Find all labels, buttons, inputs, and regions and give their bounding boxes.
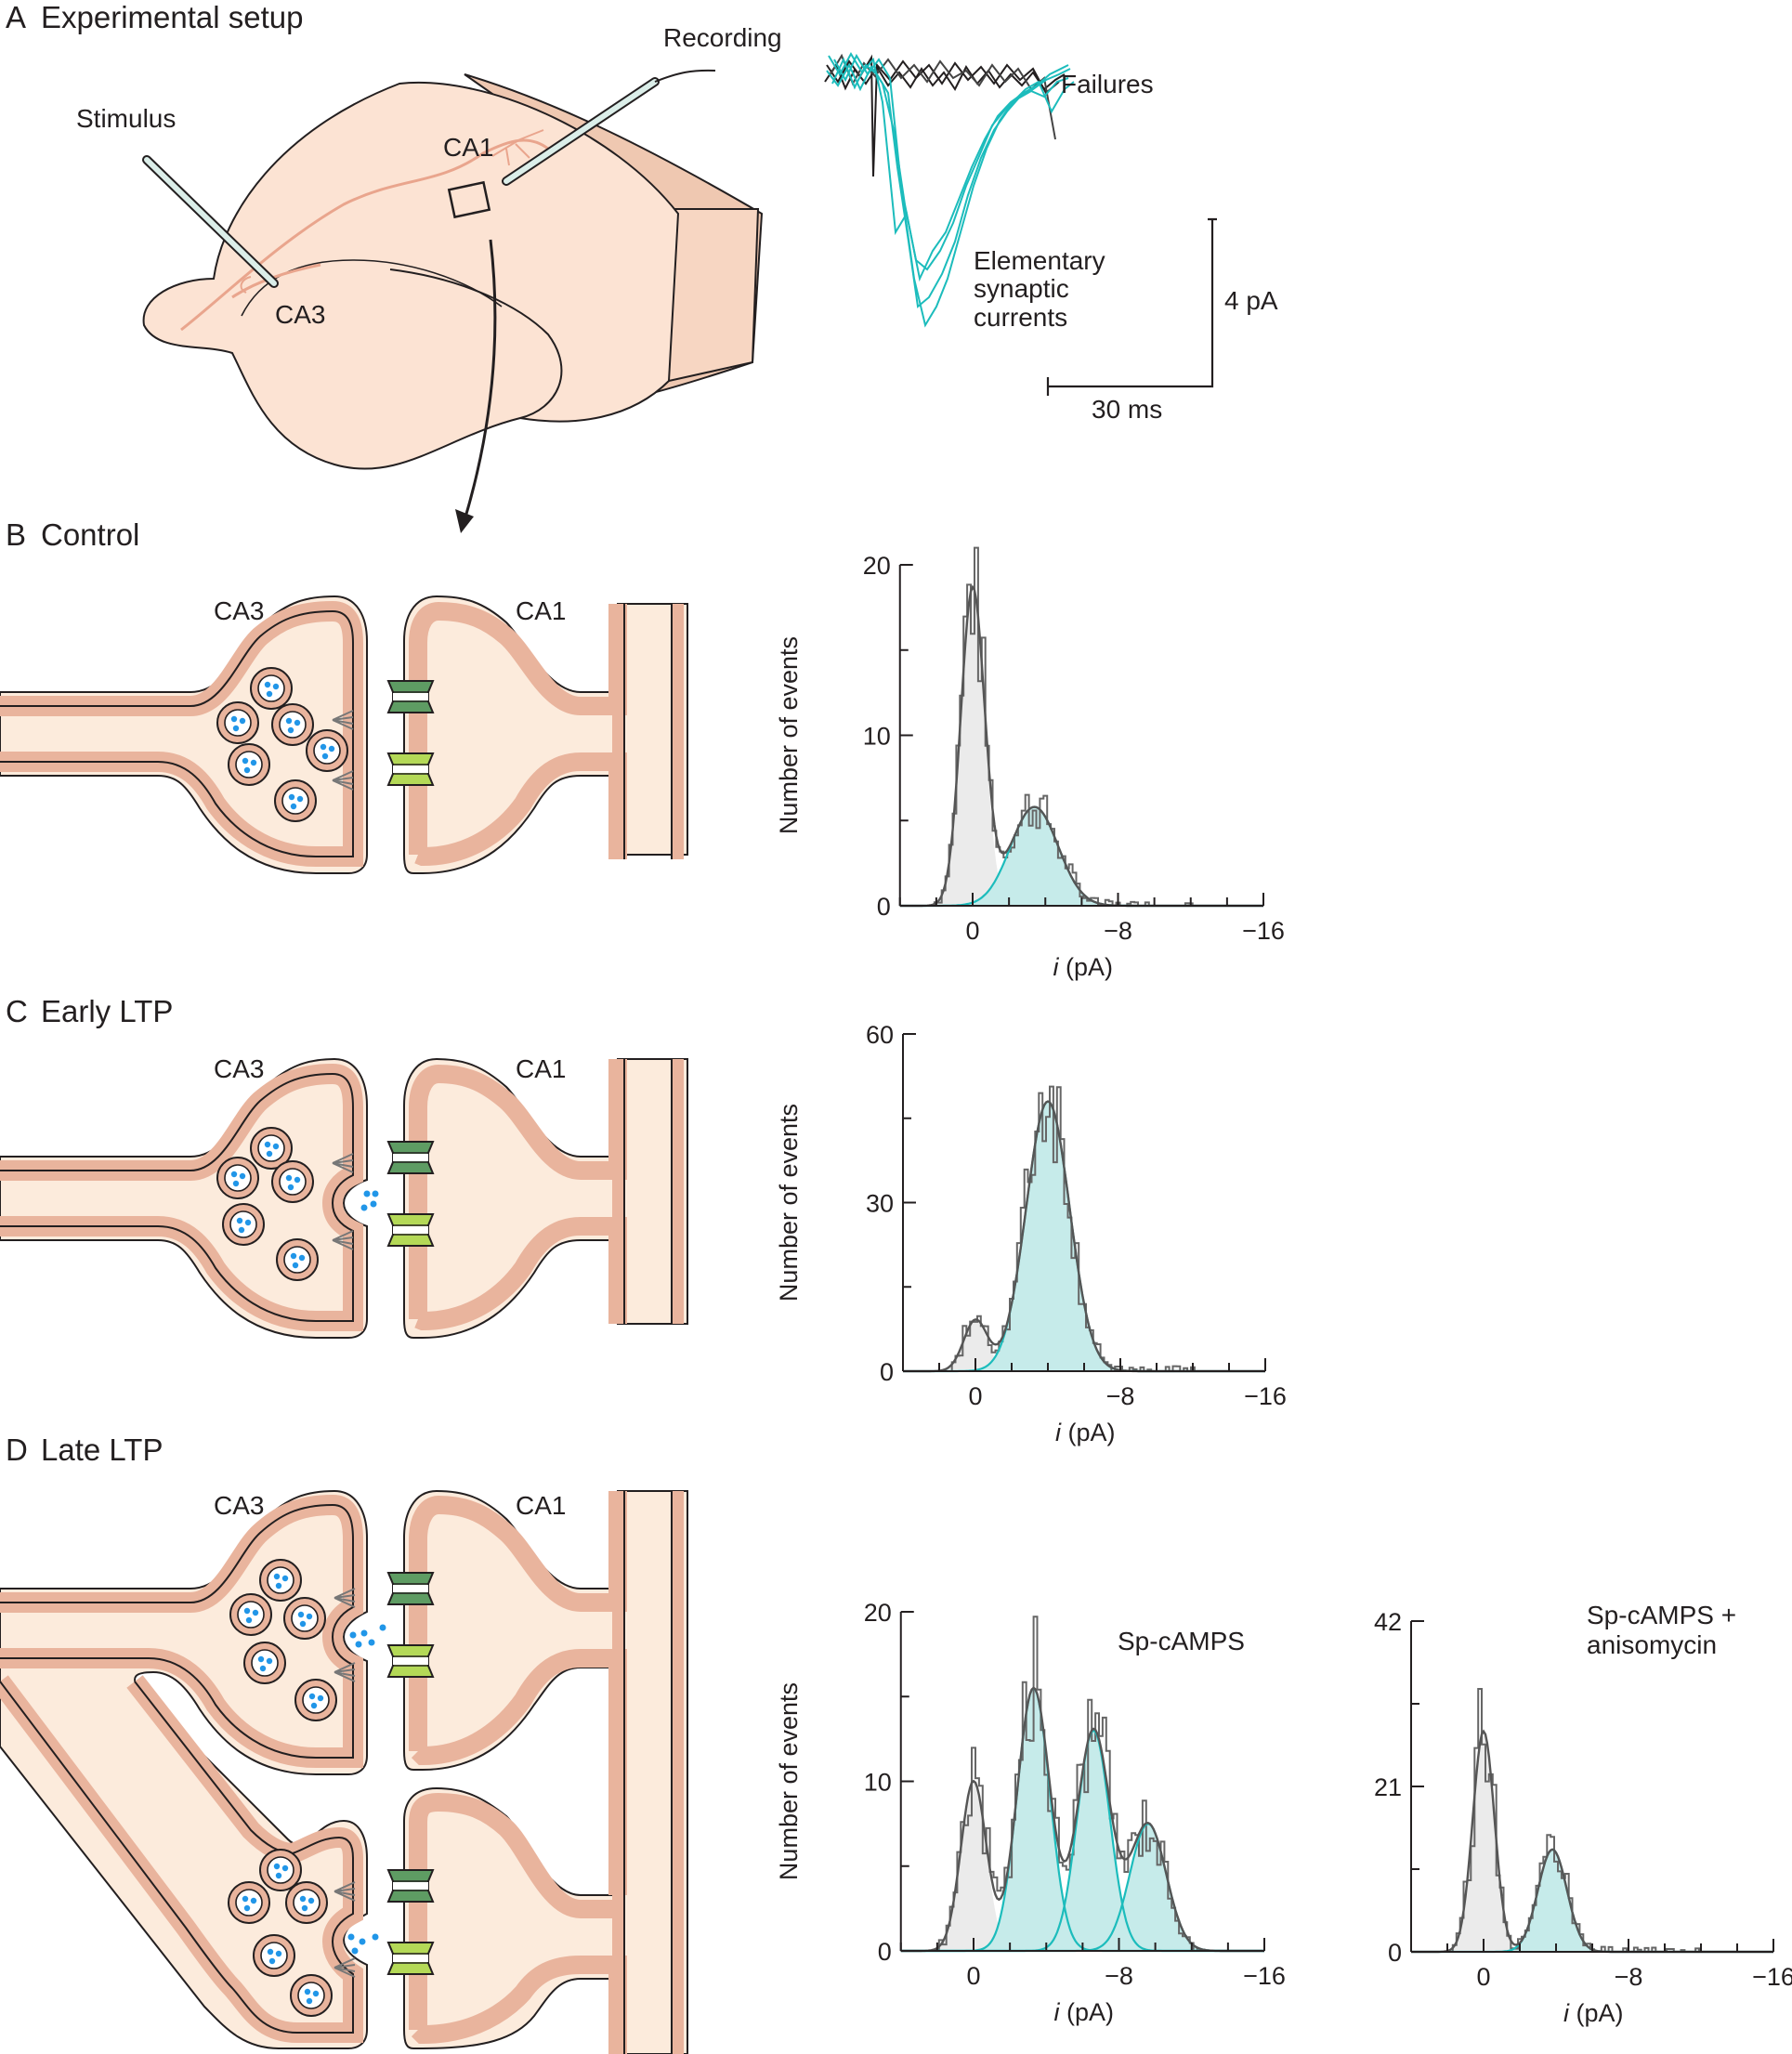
panel-c: C Early LTP CA3 CA1	[0, 994, 688, 1339]
y-tick-label: 20	[864, 1599, 892, 1627]
y-tick-label: 10	[863, 723, 891, 751]
label-elementary-2: synaptic	[974, 274, 1069, 303]
label-ca1-brain: CA1	[443, 133, 493, 162]
y-tick-label: 30	[866, 1190, 894, 1218]
component-fill-failures	[900, 1781, 1264, 1951]
y-tick-label: 0	[877, 893, 891, 921]
x-tick-label: 0	[1476, 1963, 1490, 1991]
component-fill-failures	[899, 590, 1263, 906]
synapse-diagram-c: CA3 CA1	[0, 1054, 688, 1339]
y-axis-label: Number of events	[775, 1104, 803, 1302]
component-fill-q2	[900, 1730, 1264, 1951]
y-tick-label: 60	[866, 1021, 894, 1049]
histogram-early-ltp: 0 −8 −16 0 30 60 i (pA) Number of events	[775, 1021, 1287, 1446]
x-axis-label: i (pA)	[1055, 1419, 1116, 1446]
label-recording: Recording	[663, 23, 782, 52]
x-tick-label: −16	[1243, 1962, 1286, 1990]
y-tick-label: 0	[880, 1358, 894, 1386]
histogram-late-ltp-anisomycin: 0 −8 −16 0 21 42 i (pA)	[1374, 1608, 1792, 2027]
panel-letter-c: C	[6, 994, 28, 1028]
panel-b: B Control CA3 CA1	[0, 517, 688, 874]
y-tick-label: 42	[1374, 1608, 1402, 1636]
x-tick-label: 0	[965, 917, 979, 945]
y-tick-label: 0	[1388, 1939, 1402, 1967]
x-tick-label: −8	[1615, 1963, 1643, 1991]
x-tick-label: −16	[1752, 1963, 1792, 1991]
label-ca1-b: CA1	[516, 596, 566, 625]
panel-d: D Late LTP CA3 CA1	[0, 1433, 1736, 2054]
x-axis-label: i (pA)	[1563, 1999, 1624, 2027]
fit-curve-total	[900, 1686, 1264, 1953]
histogram-control: 0 −8 −16 0 10 20 i (pA) Number of events	[775, 546, 1285, 981]
panel-title-d: Late LTP	[41, 1433, 163, 1467]
legend-sp-camps-aniso-2: anisomycin	[1587, 1630, 1717, 1659]
y-tick-label: 21	[1374, 1773, 1402, 1801]
label-elementary-3: currents	[974, 303, 1067, 332]
current-traces: Failures Elementary synaptic currents 4 …	[824, 51, 1278, 424]
synapse-diagram-b: CA3 CA1	[0, 595, 688, 874]
label-elementary-1: Elementary	[974, 246, 1105, 275]
x-tick-label: 0	[968, 1382, 982, 1410]
component-fill-q3	[900, 1824, 1264, 1951]
legend-sp-camps: Sp-cAMPS	[1118, 1627, 1245, 1655]
panel-title-c: Early LTP	[41, 994, 173, 1028]
x-axis-label: i (pA)	[1054, 1998, 1115, 2026]
x-tick-label: −8	[1104, 917, 1132, 945]
panel-letter-a: A	[6, 0, 26, 34]
component-fill-failures	[1411, 1731, 1773, 1952]
label-ca3-brain: CA3	[275, 300, 325, 329]
panel-letter-b: B	[6, 517, 26, 552]
x-tick-label: −16	[1244, 1382, 1287, 1410]
label-ca3-b: CA3	[214, 596, 264, 625]
y-axis-label: Number of events	[775, 1682, 803, 1880]
synapse-diagram-d: CA3 CA1	[0, 1489, 688, 2054]
legend-sp-camps-aniso-1: Sp-cAMPS +	[1587, 1601, 1736, 1629]
scale-x-label: 30 ms	[1092, 395, 1162, 424]
component-fill-successes	[903, 1101, 1265, 1371]
panel-letter-d: D	[6, 1433, 28, 1467]
x-tick-label: −16	[1242, 917, 1285, 945]
y-tick-label: 10	[864, 1769, 892, 1797]
label-ca3-c: CA3	[214, 1054, 264, 1083]
histogram-late-ltp-sp-camps: 0 −8 −16 0 10 20 i (pA) Number of events	[775, 1599, 1286, 2026]
label-stimulus: Stimulus	[76, 104, 176, 133]
x-axis-label: i (pA)	[1053, 953, 1114, 981]
scale-y-label: 4 pA	[1224, 286, 1278, 315]
x-tick-label: −8	[1106, 1382, 1135, 1410]
panel-title-b: Control	[41, 517, 139, 552]
panel-title-a: Experimental setup	[41, 0, 303, 34]
y-tick-label: 20	[863, 552, 891, 580]
y-axis-label: Number of events	[775, 636, 803, 834]
x-tick-label: −8	[1105, 1962, 1133, 1990]
panel-a: A Experimental setup	[6, 0, 1278, 533]
brain-illustration: Stimulus Recording CA1 CA3	[76, 23, 782, 533]
label-ca1-d: CA1	[516, 1491, 566, 1520]
x-tick-label: 0	[966, 1962, 980, 1990]
label-ca3-d: CA3	[214, 1491, 264, 1520]
label-ca1-c: CA1	[516, 1054, 566, 1083]
y-tick-label: 0	[878, 1938, 892, 1966]
label-failures: Failures	[1061, 70, 1154, 98]
